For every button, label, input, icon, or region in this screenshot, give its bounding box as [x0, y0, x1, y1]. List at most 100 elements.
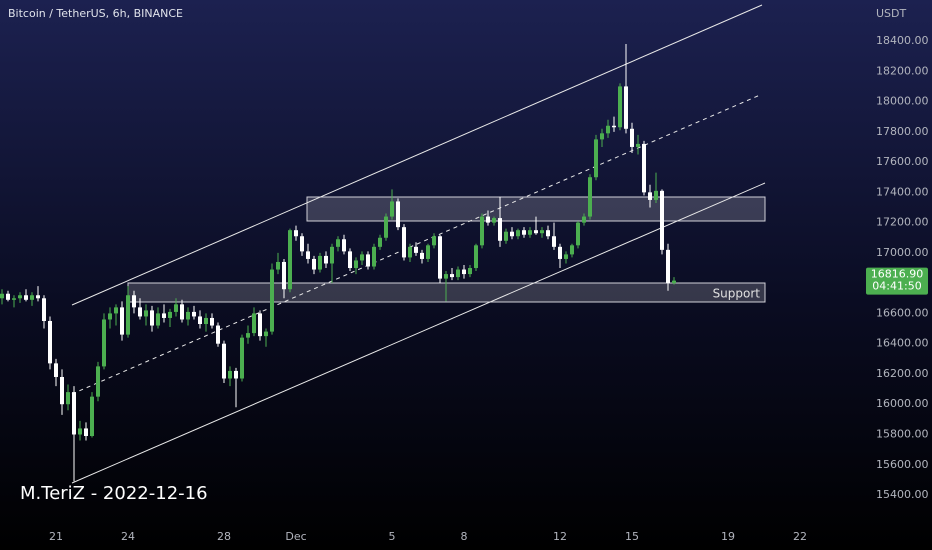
candle-body	[0, 293, 4, 299]
x-tick-label: Dec	[285, 530, 306, 543]
candle-body	[300, 236, 304, 252]
candle-body	[234, 370, 238, 379]
axes: 15400.00 15600.00 15800.00 16000.00 16200.00…	[49, 34, 929, 543]
y-tick-label: 18200.00	[876, 64, 929, 77]
candles	[0, 44, 676, 482]
x-tick-label: 5	[389, 530, 396, 543]
candle-body	[336, 239, 340, 247]
candle-body	[408, 246, 412, 258]
candle-body	[546, 230, 550, 237]
y-tick-label: 15600.00	[876, 458, 929, 471]
x-tick-label: 15	[625, 530, 639, 543]
candle-body	[108, 313, 112, 320]
candle-body	[630, 128, 634, 147]
y-tick-label: 15400.00	[876, 488, 929, 501]
candle-body	[372, 246, 376, 267]
candle-body	[84, 428, 88, 437]
candle-body	[24, 295, 28, 300]
candle-body	[120, 307, 124, 335]
candle-body	[474, 245, 478, 269]
candle-body	[366, 254, 370, 267]
candle-body	[222, 343, 226, 379]
candle-body	[492, 218, 496, 223]
candle-body	[348, 251, 352, 269]
candle-body	[540, 230, 544, 234]
price-marker	[866, 267, 928, 295]
candle-body	[672, 280, 676, 284]
candle-body	[450, 274, 454, 278]
candle-body	[354, 260, 358, 269]
x-tick-label: 24	[121, 530, 135, 543]
candle-body	[168, 311, 172, 318]
candle-body	[72, 392, 76, 435]
y-tick-label: 18400.00	[876, 34, 929, 47]
candle-body	[570, 245, 574, 255]
candle-body	[132, 295, 136, 308]
candle-body	[456, 269, 460, 278]
candle-body	[276, 261, 280, 270]
candle-body	[264, 331, 268, 337]
candle-body	[54, 363, 58, 377]
candle-body	[420, 252, 424, 259]
y-tick-label: 17600.00	[876, 155, 929, 168]
candle-body	[180, 304, 184, 320]
candle-body	[282, 261, 286, 290]
x-tick-label: 22	[793, 530, 807, 543]
candle-body	[594, 139, 598, 178]
candle-body	[666, 249, 670, 284]
candle-body	[486, 216, 490, 223]
candle-body	[330, 246, 334, 264]
candle-body	[636, 143, 640, 147]
candle-body	[612, 125, 616, 128]
candle-body	[126, 295, 130, 335]
candle-body	[582, 216, 586, 223]
y-tick-label: 17400.00	[876, 185, 929, 198]
candle-body	[516, 230, 520, 237]
candle-body	[660, 190, 664, 250]
candle-body	[468, 268, 472, 275]
candle-body	[426, 245, 430, 259]
candle-body	[402, 227, 406, 258]
candle-body	[138, 307, 142, 317]
candle-body	[318, 255, 322, 270]
y-tick-label: 16200.00	[876, 367, 929, 380]
candle-body	[378, 237, 382, 247]
candle-body	[186, 311, 190, 320]
candle-body	[558, 246, 562, 259]
candle-body	[618, 86, 622, 128]
candle-body	[642, 143, 646, 193]
candle-body	[174, 304, 178, 312]
y-tick-label: 16400.00	[876, 337, 929, 350]
candle-body	[294, 230, 298, 237]
candle-body	[156, 313, 160, 326]
candle-body	[522, 230, 526, 235]
x-tick-label: 12	[553, 530, 567, 543]
candle-body	[114, 307, 118, 314]
candle-body	[600, 133, 604, 140]
candle-body	[510, 231, 514, 237]
candle-body	[144, 310, 148, 317]
candle-body	[60, 376, 64, 405]
x-tick-label: 8	[461, 530, 468, 543]
candle-body	[576, 222, 580, 246]
candle-body	[648, 192, 652, 200]
candle-body	[528, 230, 532, 235]
support-label: Support	[713, 287, 761, 301]
candle-body	[462, 269, 466, 275]
candle-body	[414, 246, 418, 253]
candle-body	[504, 231, 508, 241]
x-tick-label: 28	[217, 530, 231, 543]
y-axis-label: USDT	[876, 7, 907, 20]
candle-body	[150, 310, 154, 326]
countdown: 04:41:50	[872, 280, 921, 293]
candle-body	[588, 177, 592, 217]
candle-body	[30, 295, 34, 300]
y-tick-label: 15800.00	[876, 427, 929, 440]
price-label: 16816.90	[871, 268, 924, 281]
y-tick-label: 16000.00	[876, 397, 929, 410]
candle-body	[498, 218, 502, 241]
candle-body	[192, 311, 196, 317]
candle-body	[102, 319, 106, 367]
x-tick-label: 21	[49, 530, 63, 543]
candle-body	[324, 255, 328, 264]
